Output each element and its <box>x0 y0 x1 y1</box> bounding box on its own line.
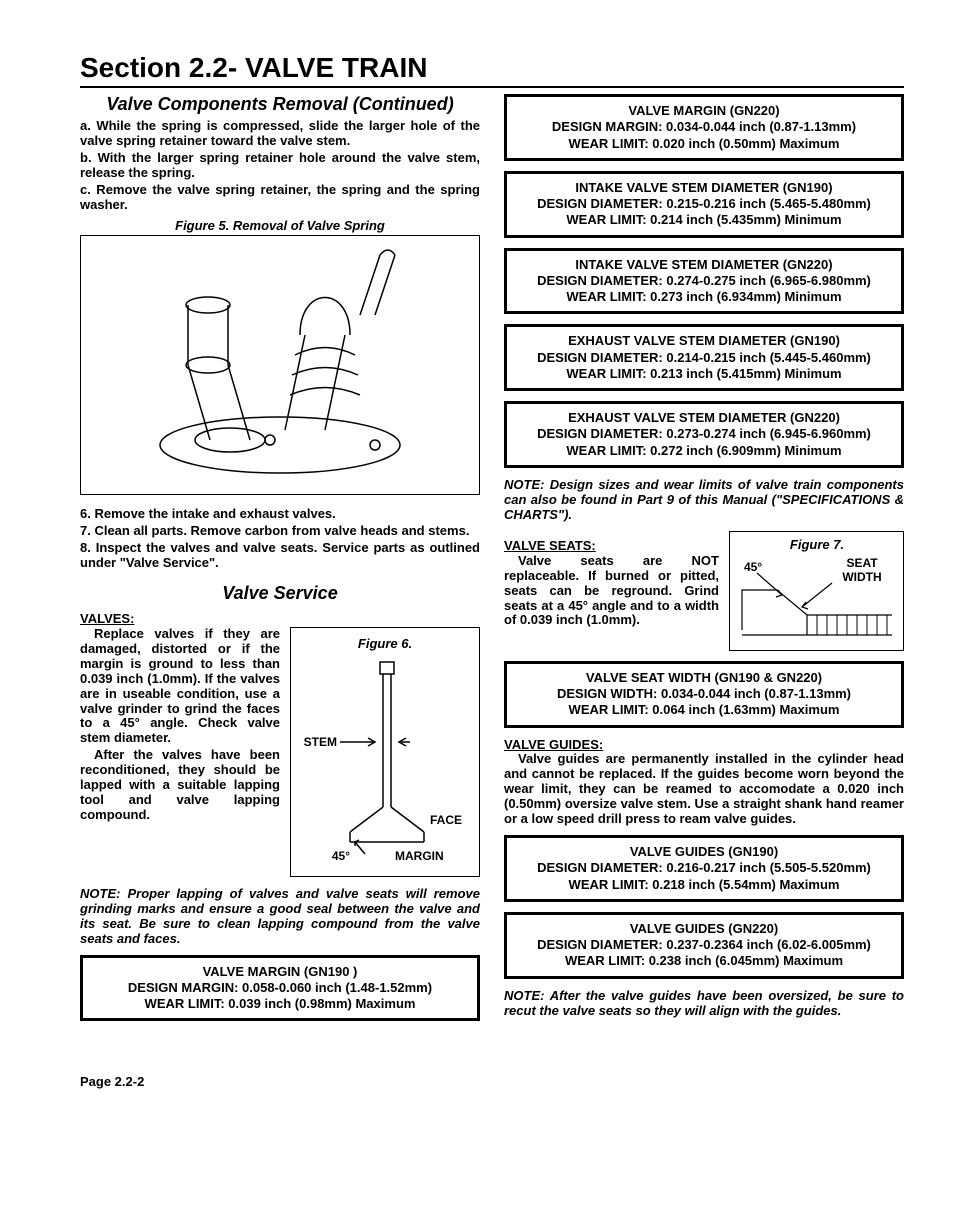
valve-seats-p: Valve seats are NOT replaceable. If burn… <box>504 554 719 629</box>
step-a: a. While the spring is compressed, slide… <box>80 119 480 149</box>
spec-design: DESIGN DIAMETER: 0.237-0.2364 inch (6.02… <box>515 937 893 953</box>
spec-title: VALVE MARGIN (GN190 ) <box>91 964 469 980</box>
figure5 <box>80 235 480 495</box>
spec-title: EXHAUST VALVE STEM DIAMETER (GN220) <box>515 410 893 426</box>
step-7: 7. Clean all parts. Remove carbon from v… <box>80 524 480 539</box>
valves-p2: After the valves have been reconditioned… <box>80 748 280 823</box>
spec-title: VALVE GUIDES (GN220) <box>515 921 893 937</box>
page-number: Page 2.2-2 <box>80 1075 904 1090</box>
step-c: c. Remove the valve spring retainer, the… <box>80 183 480 213</box>
figure6: Figure 6. <box>290 627 480 877</box>
figure7: Figure 7. <box>729 531 904 651</box>
left-column: Valve Components Removal (Continued) a. … <box>80 94 480 1031</box>
subtitle-removal: Valve Components Removal (Continued) <box>80 94 480 115</box>
note-lapping: NOTE: Proper lapping of valves and valve… <box>80 887 480 947</box>
fig6-face-label: FACE <box>430 813 462 827</box>
note-design-sizes: NOTE: Design sizes and wear limits of va… <box>504 478 904 523</box>
spec-design: DESIGN MARGIN: 0.034-0.044 inch (0.87-1.… <box>515 119 893 135</box>
step-6: 6. Remove the intake and exhaust valves. <box>80 507 480 522</box>
spec-wear: WEAR LIMIT: 0.039 inch (0.98mm) Maximum <box>91 996 469 1012</box>
step-b: b. With the larger spring retainer hole … <box>80 151 480 181</box>
note-oversized: NOTE: After the valve guides have been o… <box>504 989 904 1019</box>
spec-wear: WEAR LIMIT: 0.238 inch (6.045mm) Maximum <box>515 953 893 969</box>
spec-wear: WEAR LIMIT: 0.213 inch (5.415mm) Minimum <box>515 366 893 382</box>
spec-title: VALVE GUIDES (GN190) <box>515 844 893 860</box>
valve-guides-p: Valve guides are permanently installed i… <box>504 752 904 827</box>
spec-valve-margin-gn220: VALVE MARGIN (GN220) DESIGN MARGIN: 0.03… <box>504 94 904 161</box>
figure6-caption: Figure 6. <box>358 636 412 651</box>
fig6-margin-label: MARGIN <box>395 849 444 863</box>
spec-wear: WEAR LIMIT: 0.272 inch (6.909mm) Minimum <box>515 443 893 459</box>
spec-intake-stem-gn190: INTAKE VALVE STEM DIAMETER (GN190) DESIG… <box>504 171 904 238</box>
spec-design: DESIGN DIAMETER: 0.214-0.215 inch (5.445… <box>515 350 893 366</box>
spec-title: VALVE SEAT WIDTH (GN190 & GN220) <box>515 670 893 686</box>
spec-design: DESIGN WIDTH: 0.034-0.044 inch (0.87-1.1… <box>515 686 893 702</box>
spec-design: DESIGN MARGIN: 0.058-0.060 inch (1.48-1.… <box>91 980 469 996</box>
spec-exhaust-stem-gn190: EXHAUST VALVE STEM DIAMETER (GN190) DESI… <box>504 324 904 391</box>
right-column: VALVE MARGIN (GN220) DESIGN MARGIN: 0.03… <box>504 94 904 1031</box>
fig7-angle-label: 45° <box>744 560 762 574</box>
fig7-width-label: WIDTH <box>842 570 881 584</box>
fig7-seat-label: SEAT <box>846 556 878 570</box>
spec-valve-guides-gn220: VALVE GUIDES (GN220) DESIGN DIAMETER: 0.… <box>504 912 904 979</box>
spec-design: DESIGN DIAMETER: 0.216-0.217 inch (5.505… <box>515 860 893 876</box>
spec-title: INTAKE VALVE STEM DIAMETER (GN220) <box>515 257 893 273</box>
valve-guides-heading: VALVE GUIDES: <box>504 738 904 753</box>
spec-title: EXHAUST VALVE STEM DIAMETER (GN190) <box>515 333 893 349</box>
fig6-stem-label: STEM <box>304 735 337 749</box>
subtitle-service: Valve Service <box>80 583 480 604</box>
spec-design: DESIGN DIAMETER: 0.273-0.274 inch (6.945… <box>515 426 893 442</box>
spec-valve-guides-gn190: VALVE GUIDES (GN190) DESIGN DIAMETER: 0.… <box>504 835 904 902</box>
spec-exhaust-stem-gn220: EXHAUST VALVE STEM DIAMETER (GN220) DESI… <box>504 401 904 468</box>
valve-seats-heading: VALVE SEATS: <box>504 539 719 554</box>
spec-design: DESIGN DIAMETER: 0.215-0.216 inch (5.465… <box>515 196 893 212</box>
spec-design: DESIGN DIAMETER: 0.274-0.275 inch (6.965… <box>515 273 893 289</box>
step-8: 8. Inspect the valves and valve seats. S… <box>80 541 480 571</box>
valves-p1: Replace valves if they are damaged, dist… <box>80 627 280 747</box>
section-title: Section 2.2- VALVE TRAIN <box>80 52 904 88</box>
figure7-caption: Figure 7. <box>789 537 843 552</box>
fig6-angle-label: 45° <box>332 849 350 863</box>
spec-intake-stem-gn220: INTAKE VALVE STEM DIAMETER (GN220) DESIG… <box>504 248 904 315</box>
spec-wear: WEAR LIMIT: 0.064 inch (1.63mm) Maximum <box>515 702 893 718</box>
spec-title: VALVE MARGIN (GN220) <box>515 103 893 119</box>
spec-valve-seat-width: VALVE SEAT WIDTH (GN190 & GN220) DESIGN … <box>504 661 904 728</box>
spec-wear: WEAR LIMIT: 0.273 inch (6.934mm) Minimum <box>515 289 893 305</box>
spec-wear: WEAR LIMIT: 0.218 inch (5.54mm) Maximum <box>515 877 893 893</box>
spec-title: INTAKE VALVE STEM DIAMETER (GN190) <box>515 180 893 196</box>
spec-wear: WEAR LIMIT: 0.020 inch (0.50mm) Maximum <box>515 136 893 152</box>
valves-heading: VALVES: <box>80 612 480 627</box>
spec-valve-margin-gn190: VALVE MARGIN (GN190 ) DESIGN MARGIN: 0.0… <box>80 955 480 1022</box>
spec-wear: WEAR LIMIT: 0.214 inch (5.435mm) Minimum <box>515 212 893 228</box>
figure5-caption: Figure 5. Removal of Valve Spring <box>80 219 480 234</box>
